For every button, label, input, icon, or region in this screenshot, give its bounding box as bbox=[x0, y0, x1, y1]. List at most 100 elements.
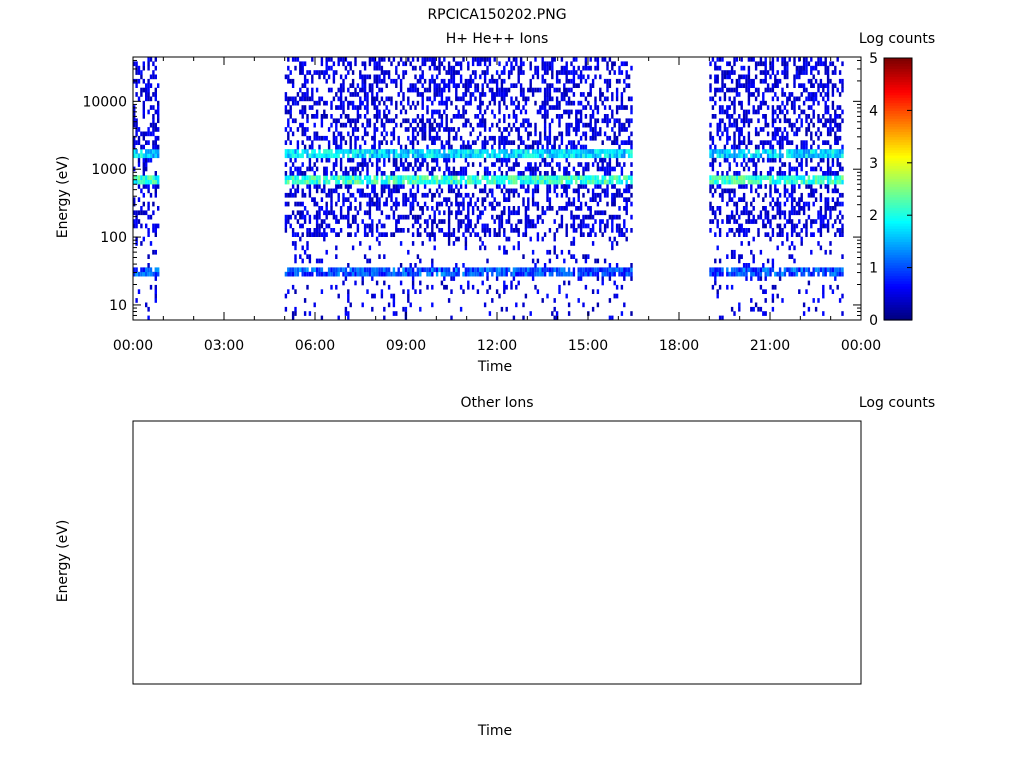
spectrogram-cell bbox=[613, 118, 616, 124]
spectrogram-cell bbox=[778, 109, 782, 115]
spectrogram-cell bbox=[584, 114, 588, 119]
spectrogram-cell bbox=[291, 284, 295, 290]
spectrogram-cell bbox=[149, 241, 153, 246]
spectrogram-cell bbox=[620, 192, 624, 198]
spectrogram-cell bbox=[750, 140, 753, 145]
spectrogram-cell bbox=[325, 223, 328, 229]
spectrogram-cell bbox=[615, 157, 619, 163]
spectrogram-cell bbox=[788, 162, 791, 167]
spectrogram-cell bbox=[740, 267, 743, 273]
spectrogram-cell bbox=[774, 127, 777, 132]
spectrogram-cell bbox=[308, 175, 312, 180]
spectrogram-cell bbox=[291, 153, 295, 159]
spectrogram-cell bbox=[423, 219, 427, 224]
spectrogram-cell bbox=[371, 228, 374, 233]
spectrogram-cell bbox=[507, 122, 511, 128]
spectrogram-cell bbox=[709, 228, 712, 233]
spectrogram-cell bbox=[752, 219, 755, 224]
spectrogram-cell bbox=[558, 105, 561, 110]
spectrogram-cell bbox=[450, 179, 453, 185]
spectrogram-cell bbox=[510, 65, 513, 71]
spectrogram-cell bbox=[826, 201, 830, 207]
spectrogram-cell bbox=[443, 127, 446, 132]
spectrogram-cell bbox=[462, 57, 465, 62]
spectrogram-cell bbox=[495, 83, 499, 88]
spectrogram-cell bbox=[378, 149, 381, 154]
spectrogram-cell bbox=[800, 175, 803, 180]
spectrogram-cell bbox=[447, 197, 451, 202]
spectrogram-cell bbox=[819, 192, 823, 198]
spectrogram-cell bbox=[493, 153, 496, 159]
spectrogram-cell bbox=[133, 210, 136, 216]
spectrogram-cell bbox=[411, 131, 415, 137]
spectrogram-cell bbox=[522, 122, 525, 128]
spectrogram-cell bbox=[375, 74, 379, 80]
spectrogram-cell bbox=[157, 135, 160, 141]
spectrogram-cell bbox=[812, 179, 815, 185]
spectrogram-cell bbox=[462, 153, 465, 159]
spectrogram-cell bbox=[527, 149, 530, 154]
spectrogram-cell bbox=[596, 118, 600, 124]
spectrogram-cell bbox=[790, 184, 794, 189]
spectrogram-cell bbox=[347, 232, 350, 237]
spectrogram-cell bbox=[591, 241, 595, 246]
spectrogram-cell bbox=[426, 96, 429, 102]
spectrogram-cell bbox=[337, 184, 340, 189]
spectrogram-cell bbox=[572, 201, 576, 207]
spectrogram-cell bbox=[435, 175, 439, 180]
spectrogram-cell bbox=[378, 232, 381, 237]
spectrogram-cell bbox=[431, 206, 434, 211]
spectrogram-cell bbox=[594, 175, 597, 180]
spectrogram-cell bbox=[714, 276, 717, 281]
spectrogram-cell bbox=[615, 228, 619, 233]
spectrogram-cell bbox=[500, 271, 504, 277]
spectrogram-cell bbox=[154, 188, 157, 194]
spectrogram-cell bbox=[142, 100, 145, 106]
spectrogram-cell bbox=[421, 210, 424, 216]
spectrogram-cell bbox=[383, 201, 386, 207]
spectrogram-cell bbox=[407, 149, 410, 154]
spectrogram-cell bbox=[558, 166, 561, 172]
colorbar-step bbox=[884, 309, 912, 313]
spectrogram-cell bbox=[771, 298, 775, 303]
spectrogram-cell bbox=[443, 179, 446, 185]
x-tick-label: 00:00 bbox=[113, 338, 153, 354]
spectrogram-cell bbox=[303, 78, 307, 84]
spectrogram-cell bbox=[543, 135, 547, 141]
spectrogram-cell bbox=[423, 61, 427, 67]
spectrogram-cell bbox=[419, 271, 422, 277]
spectrogram-cell bbox=[517, 144, 520, 150]
spectrogram-cell bbox=[522, 254, 525, 259]
spectrogram-cell bbox=[565, 201, 568, 207]
spectrogram-cell bbox=[726, 87, 729, 93]
spectrogram-cell bbox=[450, 127, 453, 132]
spectrogram-cell bbox=[330, 65, 333, 71]
spectrogram-cell bbox=[745, 114, 748, 119]
spectrogram-cell bbox=[320, 61, 324, 67]
spectrogram-cell bbox=[826, 166, 830, 172]
spectrogram-cell bbox=[426, 175, 429, 180]
spectrogram-cell bbox=[577, 175, 580, 180]
spectrogram-cell bbox=[455, 131, 458, 137]
spectrogram-cell bbox=[467, 210, 470, 216]
spectrogram-cell bbox=[515, 153, 518, 159]
spectrogram-cell bbox=[291, 271, 295, 277]
spectrogram-cell bbox=[527, 153, 530, 159]
spectrogram-cell bbox=[303, 171, 307, 176]
spectrogram-cell bbox=[615, 92, 619, 97]
spectrogram-cell bbox=[467, 271, 470, 277]
spectrogram-cell bbox=[733, 131, 736, 137]
spectrogram-cell bbox=[481, 175, 484, 180]
spectrogram-cell bbox=[452, 83, 456, 88]
colorbar-step bbox=[884, 306, 912, 311]
spectrogram-cell bbox=[522, 315, 525, 321]
spectrogram-cell bbox=[754, 175, 758, 180]
spectrogram-cell bbox=[503, 140, 506, 145]
spectrogram-cell bbox=[383, 271, 386, 277]
spectrogram-cell bbox=[836, 214, 839, 220]
spectrogram-cell bbox=[783, 175, 787, 180]
spectrogram-cell bbox=[157, 267, 160, 273]
spectrogram-cell bbox=[399, 214, 403, 220]
spectrogram-cell bbox=[553, 306, 556, 312]
spectrogram-cell bbox=[308, 179, 312, 185]
